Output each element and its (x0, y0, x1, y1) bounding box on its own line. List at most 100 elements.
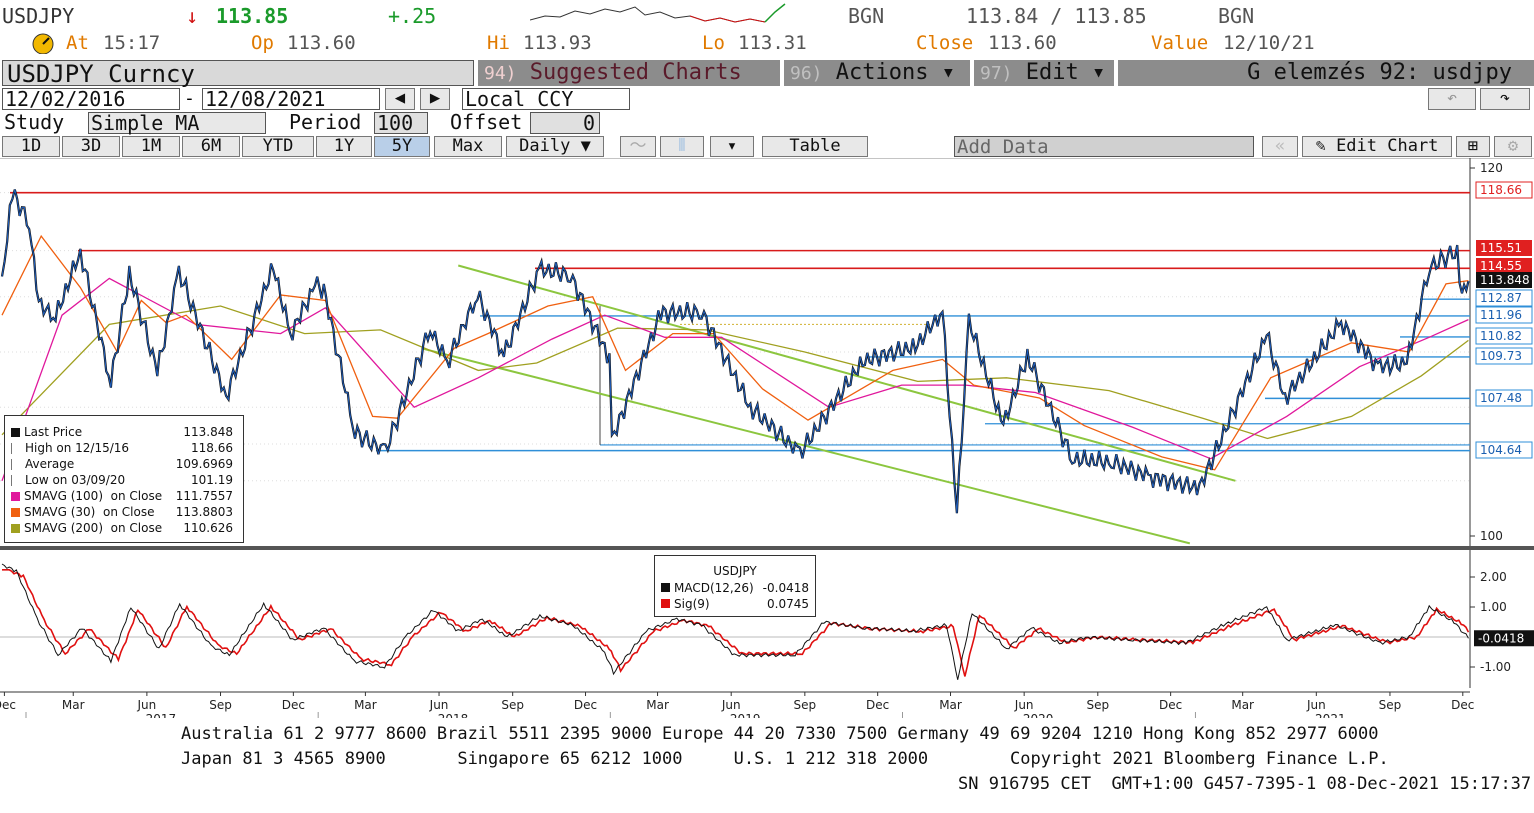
level-badge (1475, 306, 1533, 324)
close-value: 113.60 (988, 32, 1057, 54)
macd-swatch (661, 583, 670, 592)
gear-icon[interactable]: ⚙ (1494, 136, 1532, 157)
sma100-line (1, 277, 1469, 482)
edit-label: Edit ▾ (1025, 60, 1106, 85)
legend-row: SMAVG (30) on Close 113.8803 (11, 504, 237, 520)
level-badge-label: 112.87 (1480, 291, 1522, 305)
offset-label: Offset (450, 110, 523, 134)
range-button-ytd[interactable]: YTD (242, 136, 314, 157)
sma30-line (1, 234, 1469, 471)
open-value: 113.60 (287, 32, 356, 54)
signal-line (2, 569, 1470, 677)
suggested-num: 94) (484, 63, 517, 84)
legend-value: 113.848 (183, 425, 233, 439)
legend-row: SMAVG (100) on Close 111.7557 (11, 488, 237, 504)
signal-label: Sig(9) (674, 597, 710, 611)
date-separator: - (184, 88, 195, 109)
actions-menu[interactable]: 96) Actions ▾ (784, 60, 970, 86)
legend-name: Average (25, 457, 75, 471)
trendline (457, 264, 1236, 482)
edit-menu[interactable]: 97) Edit ▾ (974, 60, 1114, 86)
actions-num: 96) (790, 63, 823, 84)
period-field[interactable]: 100 (374, 112, 428, 134)
x-month-label: Dec (282, 698, 305, 712)
macd-y-tick-label: 2.00 (1480, 570, 1507, 584)
range-button-5y[interactable]: 5Y (374, 136, 430, 157)
legend-value: 113.8803 (175, 505, 233, 519)
suggested-charts-button[interactable]: 94) Suggested Charts (478, 60, 780, 86)
study-select[interactable]: Simple MA (88, 112, 266, 134)
offset-field[interactable]: 0 (530, 112, 600, 134)
x-year-label: 2017 (146, 712, 177, 718)
x-year-label: 2019 (730, 712, 761, 718)
prev-period-button[interactable]: ◀ (385, 88, 415, 110)
macd-legend: USDJPY MACD(12,26) -0.0418 Sig(9) 0.0745 (654, 555, 816, 617)
macd-title: USDJPY (713, 564, 757, 578)
macd-last-badge (1474, 630, 1534, 647)
legend-value: 118.66 (191, 441, 233, 455)
bid-source: BGN (848, 4, 885, 28)
x-month-label: Mar (646, 698, 669, 712)
down-arrow-icon: ↓ (186, 4, 199, 28)
x-month-label: Sep (794, 698, 817, 712)
bar-style-icon[interactable]: ⫴ (660, 136, 704, 157)
level-badge (1475, 441, 1533, 459)
range-button-1d[interactable]: 1D (2, 136, 60, 157)
ask-source: BGN (1218, 4, 1255, 28)
undo-button[interactable]: ↶ (1428, 88, 1476, 110)
x-month-label: Dec (574, 698, 597, 712)
range-button-max[interactable]: Max (434, 136, 502, 157)
redo-button[interactable]: ↷ (1480, 88, 1530, 110)
date-to-field[interactable]: 12/08/2021 (202, 88, 380, 110)
legend-name: SMAVG (200) on Close (24, 521, 163, 535)
speedometer-icon (32, 33, 54, 54)
period-label: Period (289, 110, 362, 134)
footer-contacts-1: Australia 61 2 9777 8600 Brazil 5511 239… (181, 724, 1379, 744)
level-badge (1475, 347, 1533, 365)
style-dropdown-icon[interactable]: ▾ (710, 136, 754, 157)
legend-name: SMAVG (30) on Close (24, 505, 155, 519)
level-badge (1475, 181, 1533, 199)
add-data-input[interactable]: Add Data (954, 136, 1254, 157)
range-button-3d[interactable]: 3D (62, 136, 120, 157)
x-month-label: Sep (501, 698, 524, 712)
legend-value: 101.19 (191, 473, 233, 487)
currency-select[interactable]: Local CCY (462, 88, 630, 110)
legend-swatch (11, 443, 21, 454)
open-label: Op (251, 32, 274, 54)
range-button-6m[interactable]: 6M (182, 136, 240, 157)
legend-name: SMAVG (100) on Close (24, 489, 163, 503)
level-badge-label: 104.64 (1480, 443, 1522, 457)
footer-contacts-2: Japan 81 3 4565 8900 Singapore 65 6212 1… (181, 749, 1389, 769)
next-period-button[interactable]: ▶ (420, 88, 450, 110)
chart-options-icon[interactable]: ⊞ (1456, 136, 1490, 157)
range-button-1y[interactable]: 1Y (316, 136, 372, 157)
legend-swatch (11, 428, 20, 437)
close-label: Close (916, 32, 974, 54)
suggested-label: Suggested Charts (529, 60, 742, 85)
bid-ask: 113.84 / 113.85 (966, 4, 1147, 28)
edit-chart-button[interactable]: ✎ Edit Chart (1302, 136, 1452, 157)
level-badge (1476, 272, 1532, 288)
macd-label: MACD(12,26) (674, 581, 754, 595)
x-month-label: Jun (1014, 698, 1034, 712)
frequency-select[interactable]: Daily ▼ (506, 136, 604, 157)
legend-value: 109.6969 (175, 457, 233, 471)
table-button[interactable]: Table (762, 136, 868, 157)
range-button-1m[interactable]: 1M (122, 136, 180, 157)
line-style-icon[interactable]: 〜 (620, 136, 656, 157)
date-from-field[interactable]: 12/02/2016 (2, 88, 180, 110)
x-month-label: Sep (1086, 698, 1109, 712)
x-month-label: Jun (429, 698, 449, 712)
rewind-icon[interactable]: « (1262, 136, 1298, 157)
macd-y-tick-label: 1.00 (1480, 600, 1507, 614)
security-field[interactable]: USDJPY Curncy (2, 60, 474, 87)
x-month-label: Jun (137, 698, 157, 712)
x-month-label: Mar (62, 698, 85, 712)
x-month-label: Sep (209, 698, 232, 712)
signal-row: Sig(9) (661, 597, 710, 611)
level-badge (1475, 289, 1533, 307)
x-year-label: 2018 (438, 712, 469, 718)
last-price: 113.85 (216, 4, 289, 28)
